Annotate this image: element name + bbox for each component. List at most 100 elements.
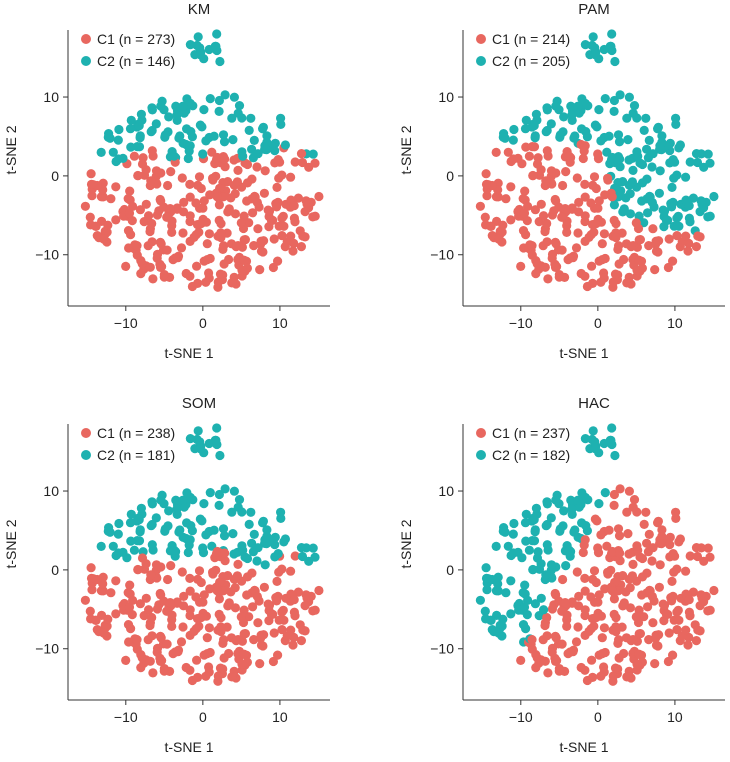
point-c2: [193, 32, 203, 42]
point-c1: [111, 182, 121, 192]
point-c1: [561, 167, 571, 177]
point-c2: [228, 529, 238, 539]
point-c1: [298, 625, 308, 635]
point-c2: [195, 444, 205, 454]
point-c1: [226, 587, 236, 597]
legend-marker-c2: [81, 56, 91, 66]
point-c1: [208, 567, 218, 577]
point-c1: [709, 585, 719, 596]
point-c2: [628, 165, 638, 175]
x-tick-label: 10: [272, 315, 288, 331]
point-c1: [214, 200, 224, 210]
point-c2: [174, 527, 184, 537]
point-c2: [234, 101, 245, 111]
x-tick-label: −10: [509, 709, 533, 725]
point-c1: [672, 625, 682, 635]
point-c1: [557, 212, 567, 222]
point-c1: [574, 591, 584, 602]
point-c2: [108, 147, 118, 157]
point-c1: [565, 647, 575, 657]
point-c1: [231, 636, 241, 646]
point-c1: [542, 237, 552, 247]
point-c1: [614, 259, 624, 269]
point-c1: [607, 586, 617, 596]
point-c2: [673, 211, 683, 221]
point-c2: [184, 540, 194, 550]
point-c1: [178, 228, 188, 238]
point-c2: [647, 162, 657, 172]
point-c2: [134, 121, 144, 131]
point-c1: [609, 489, 620, 500]
point-c2: [542, 125, 552, 136]
point-c2: [524, 545, 535, 555]
point-c1: [580, 573, 590, 584]
point-c2: [582, 526, 593, 536]
point-c1: [135, 205, 145, 215]
point-c1: [145, 262, 155, 272]
point-c1: [111, 576, 121, 586]
point-c2: [606, 435, 616, 445]
point-c1: [91, 615, 101, 625]
point-c1: [685, 611, 695, 621]
point-c1: [554, 664, 565, 674]
point-c2: [675, 140, 686, 150]
point-c1: [296, 636, 306, 646]
point-c1: [547, 210, 558, 220]
point-c1: [635, 629, 646, 639]
point-c2: [551, 101, 561, 111]
point-c1: [121, 655, 131, 666]
point-c1: [603, 173, 613, 183]
point-c1: [185, 586, 195, 596]
point-c2: [615, 154, 625, 164]
point-c2: [219, 137, 230, 147]
point-c2: [113, 135, 123, 145]
point-c2: [509, 124, 519, 135]
point-c1: [691, 242, 702, 252]
point-c2: [185, 40, 195, 50]
point-c1: [187, 675, 197, 686]
point-c2: [169, 545, 179, 555]
point-c2: [280, 534, 290, 544]
point-c1: [296, 242, 306, 252]
point-c1: [201, 671, 211, 681]
point-c2: [555, 130, 565, 140]
point-c2: [261, 539, 272, 549]
point-c1: [557, 606, 567, 616]
point-c1: [144, 211, 154, 221]
point-c1: [147, 237, 157, 247]
point-c2: [627, 177, 638, 187]
point-c1: [675, 534, 686, 544]
point-c2: [592, 122, 602, 132]
point-c1: [212, 586, 222, 596]
point-c1: [486, 221, 496, 231]
point-c2: [594, 105, 604, 115]
point-c1: [547, 253, 557, 263]
point-c2: [244, 519, 254, 530]
point-c1: [673, 605, 683, 615]
point-c1: [562, 227, 572, 237]
x-tick-label: −10: [114, 709, 138, 725]
point-c1: [198, 203, 208, 213]
point-c2: [246, 113, 256, 123]
point-c1: [593, 543, 603, 553]
point-c2: [500, 133, 510, 143]
point-c1: [214, 594, 224, 604]
point-c2: [237, 147, 247, 157]
point-c1: [642, 538, 652, 548]
point-c1: [289, 595, 299, 605]
point-c2: [615, 90, 625, 100]
point-c1: [643, 602, 653, 612]
point-c1: [106, 588, 116, 598]
point-c1: [644, 241, 654, 251]
point-c1: [85, 212, 95, 222]
point-c1: [155, 262, 166, 272]
point-c1: [236, 612, 246, 622]
point-c2: [172, 504, 182, 514]
point-c1: [260, 166, 270, 176]
point-c1: [582, 675, 593, 686]
point-c1: [691, 543, 702, 553]
point-c1: [136, 663, 146, 673]
point-c1: [539, 211, 549, 221]
point-c2: [594, 499, 604, 509]
point-c1: [106, 194, 116, 204]
